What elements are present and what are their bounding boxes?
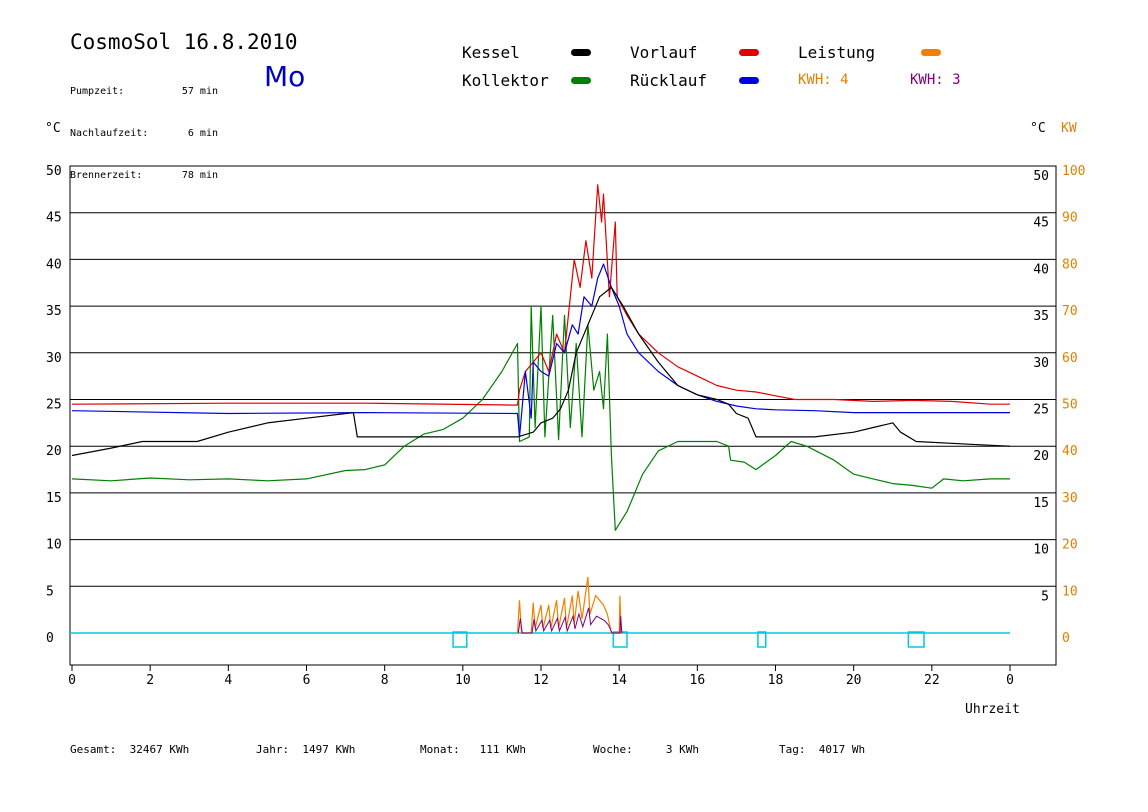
- info-nachlaufzeit-label: Nachlaufzeit:: [70, 128, 149, 139]
- y-left-tick-label: 30: [46, 351, 62, 366]
- info-values: 57 min 6 min 78 min: [162, 57, 218, 197]
- x-tick-label: 14: [611, 673, 627, 688]
- y-right-celsius-tick-label: 25: [1033, 403, 1049, 418]
- footer-tag: Tag: 4017 Wh: [779, 743, 866, 756]
- y-right-celsius-tick-label: 10: [1033, 543, 1049, 558]
- x-tick-label: 16: [690, 673, 706, 688]
- y-right-kw-tick-label: 0: [1062, 631, 1070, 646]
- right-axis-unit-kw: KW: [1061, 121, 1077, 136]
- y-left-tick-label: 25: [46, 398, 62, 413]
- y-left-tick-label: 40: [46, 257, 62, 272]
- y-left-tick-label: 15: [46, 491, 62, 506]
- x-tick-label: 8: [381, 673, 389, 688]
- x-tick-label: 10: [455, 673, 471, 688]
- series-vorlauf: [71, 184, 1010, 406]
- y-right-kw-tick-label: 30: [1062, 491, 1078, 506]
- y-right-celsius-tick-label: 40: [1033, 262, 1049, 277]
- legend-ruecklauf-label: Rücklauf: [630, 71, 708, 90]
- y-right-kw-tick-label: 100: [1062, 164, 1085, 179]
- pump-interval-box: [757, 631, 767, 648]
- pump-interval-box: [452, 631, 468, 648]
- series-kessel: [71, 286, 1011, 457]
- pump-interval-box: [907, 631, 925, 648]
- right-axis-unit-celsius: °C: [1030, 121, 1046, 136]
- weekday-label: Mo: [264, 60, 306, 93]
- info-nachlaufzeit-value: 6 min: [187, 128, 218, 139]
- x-axis-label: Uhrzeit: [965, 702, 1020, 717]
- footer-gesamt: Gesamt: 32467 KWh: [70, 743, 190, 756]
- y-left-tick-label: 35: [46, 304, 62, 319]
- plot-frame: [69, 165, 1057, 666]
- legend-ruecklauf-swatch: [739, 77, 759, 84]
- x-tick-label: 6: [303, 673, 311, 688]
- info-brennerzeit-value: 78 min: [181, 170, 218, 181]
- legend-kollektor-swatch: [571, 77, 591, 84]
- y-left-tick-label: 20: [46, 444, 62, 459]
- legend-leistung-label: Leistung: [798, 43, 876, 62]
- x-tick-label: 0: [1006, 673, 1014, 688]
- legend-vorlauf-label: Vorlauf: [630, 43, 698, 62]
- y-right-kw-tick-label: 40: [1062, 444, 1078, 459]
- legend-kessel-swatch: [571, 49, 591, 56]
- y-right-celsius-tick-label: 30: [1033, 356, 1049, 371]
- legend-kessel-label: Kessel: [462, 43, 520, 62]
- y-right-kw-tick-label: 60: [1062, 351, 1078, 366]
- x-tick-label: 4: [224, 673, 232, 688]
- y-right-kw-tick-label: 10: [1062, 584, 1078, 599]
- series-kwh-trace: [517, 607, 623, 634]
- y-right-celsius-tick-label: 15: [1033, 496, 1049, 511]
- y-right-celsius-tick-label: 5: [1041, 589, 1049, 604]
- y-right-celsius-tick-label: 20: [1033, 449, 1049, 464]
- y-left-tick-label: 0: [46, 631, 54, 646]
- info-pumpzeit-label: Pumpzeit:: [70, 86, 125, 97]
- left-axis-unit: °C: [45, 121, 61, 136]
- footer-monat: Monat: 111 KWh: [420, 743, 526, 756]
- y-right-kw-tick-label: 70: [1062, 304, 1078, 319]
- x-tick-label: 2: [146, 673, 154, 688]
- legend-kollektor-label: Kollektor: [462, 71, 549, 90]
- info-brennerzeit-label: Brennerzeit:: [70, 170, 143, 181]
- y-right-kw-tick-label: 90: [1062, 211, 1078, 226]
- x-tick-label: 22: [924, 673, 940, 688]
- x-tick-label: 12: [533, 673, 549, 688]
- footer-jahr: Jahr: 1497 KWh: [256, 743, 356, 756]
- y-right-kw-tick-label: 80: [1062, 257, 1078, 272]
- y-left-tick-label: 5: [46, 584, 54, 599]
- y-right-celsius-tick-label: 35: [1033, 309, 1049, 324]
- y-left-tick-label: 50: [46, 164, 62, 179]
- y-right-kw-tick-label: 50: [1062, 398, 1078, 413]
- footer-woche: Woche: 3 KWh: [593, 743, 699, 756]
- pump-interval-box: [612, 631, 628, 648]
- info-pumpzeit-value: 57 min: [181, 86, 218, 97]
- legend-leistung-swatch: [921, 49, 941, 56]
- y-left-tick-label: 10: [46, 538, 62, 553]
- info-labels: Pumpzeit: Nachlaufzeit: Brennerzeit:: [70, 57, 148, 197]
- x-tick-label: 0: [68, 673, 76, 688]
- chart-title: CosmoSol 16.8.2010: [70, 30, 298, 54]
- series-rcklauf: [71, 263, 1010, 438]
- legend-kwh-purple: KWH: 3: [910, 72, 961, 88]
- legend-vorlauf-swatch: [739, 49, 759, 56]
- y-left-tick-label: 45: [46, 211, 62, 226]
- x-tick-label: 20: [846, 673, 862, 688]
- y-right-kw-tick-label: 20: [1062, 538, 1078, 553]
- x-tick-label: 18: [768, 673, 784, 688]
- y-right-celsius-tick-label: 45: [1033, 216, 1049, 231]
- legend-kwh-orange: KWH: 4: [798, 72, 849, 88]
- y-right-celsius-tick-label: 50: [1033, 169, 1049, 184]
- series-kollektor: [71, 305, 1010, 531]
